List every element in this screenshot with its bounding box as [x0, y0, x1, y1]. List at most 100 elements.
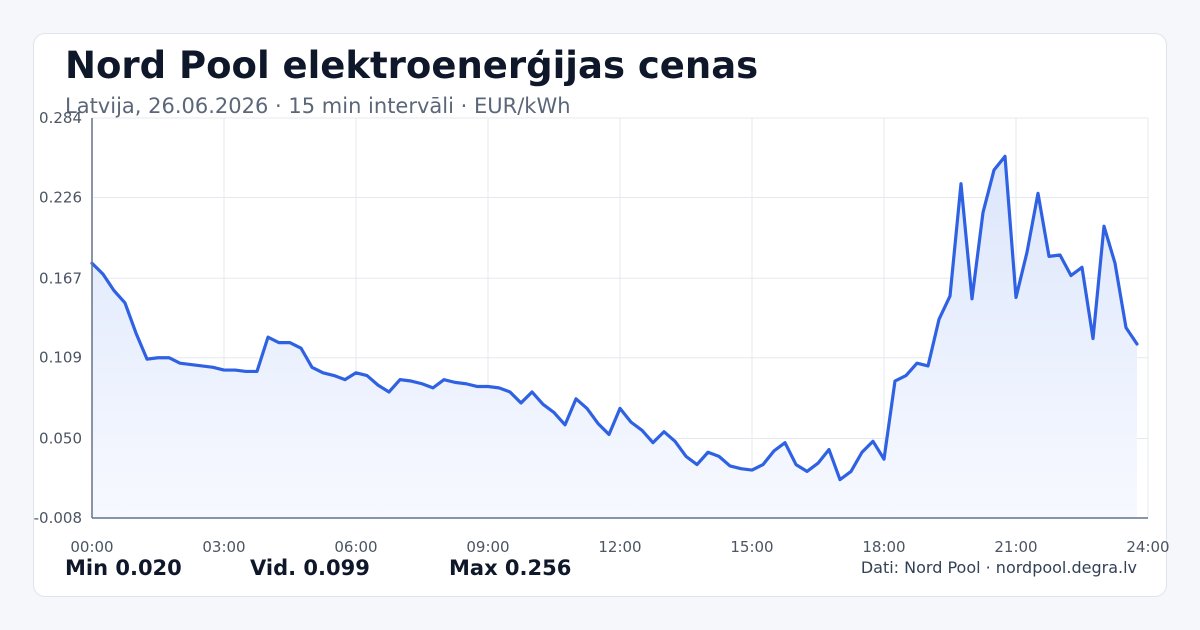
x-tick-label: 03:00	[202, 538, 245, 556]
data-point	[773, 450, 775, 452]
data-point	[256, 370, 258, 372]
data-point	[553, 412, 555, 414]
axes	[91, 118, 1148, 519]
data-point	[476, 385, 478, 387]
data-point	[993, 169, 995, 171]
data-point	[542, 403, 544, 405]
data-point	[729, 465, 731, 467]
data-point	[795, 464, 797, 466]
tick-labels: 0.284 0.226 0.167 0.109 0.050 -0.008 00:00 03:0…	[34, 109, 1170, 556]
data-point	[883, 458, 885, 460]
data-point	[388, 391, 390, 393]
data-point	[971, 298, 973, 300]
data-point	[828, 449, 830, 451]
data-point	[1103, 225, 1105, 227]
data-point	[1004, 155, 1006, 157]
data-point	[916, 362, 918, 364]
data-point	[894, 380, 896, 382]
x-tick-label: 18:00	[862, 538, 905, 556]
data-point	[685, 455, 687, 457]
data-point	[1059, 254, 1061, 256]
data-point	[1037, 192, 1039, 194]
data-point	[707, 451, 709, 453]
data-point	[366, 375, 368, 377]
data-point	[377, 384, 379, 386]
x-tick-label: 15:00	[730, 538, 773, 556]
data-point	[1026, 251, 1028, 253]
data-point	[487, 385, 489, 387]
page-title: Nord Pool elektroenerģijas cenas	[65, 44, 759, 87]
data-point	[300, 347, 302, 349]
data-source: Dati: Nord Pool · nordpool.degra.lv	[860, 558, 1137, 577]
data-point	[674, 440, 676, 442]
data-point	[1114, 262, 1116, 264]
data-point	[575, 398, 577, 400]
data-point	[850, 470, 852, 472]
x-tick-label: 24:00	[1126, 538, 1169, 556]
data-point	[872, 440, 874, 442]
data-point	[619, 407, 621, 409]
x-tick-label: 12:00	[598, 538, 641, 556]
data-point	[311, 366, 313, 368]
data-point	[509, 391, 511, 393]
data-point	[289, 342, 291, 344]
x-tick-label: 09:00	[466, 538, 509, 556]
price-area	[92, 156, 1137, 519]
data-point	[1081, 266, 1083, 268]
stat-min: Min 0.020	[65, 556, 182, 580]
data-point	[531, 391, 533, 393]
y-tick-label: 0.109	[39, 349, 82, 367]
data-point	[520, 402, 522, 404]
data-point	[443, 379, 445, 381]
data-point	[751, 469, 753, 471]
data-point	[146, 358, 148, 360]
data-point	[278, 342, 280, 344]
data-point	[608, 433, 610, 435]
data-point	[905, 375, 907, 377]
data-point	[410, 380, 412, 382]
data-point	[597, 422, 599, 424]
data-point	[245, 370, 247, 372]
data-point	[1136, 343, 1138, 345]
data-point	[421, 383, 423, 385]
data-point	[234, 369, 236, 371]
data-point	[124, 302, 126, 304]
data-point	[223, 369, 225, 371]
data-point	[564, 424, 566, 426]
data-point	[718, 455, 720, 457]
stat-avg: Vid. 0.099	[250, 556, 370, 580]
data-point	[322, 372, 324, 374]
data-point	[927, 365, 929, 367]
data-point	[861, 451, 863, 453]
price-line	[90, 154, 1139, 482]
data-point	[1125, 327, 1127, 329]
data-point	[784, 442, 786, 444]
data-point	[630, 421, 632, 423]
data-point	[1070, 275, 1072, 277]
y-tick-label: 0.050	[39, 430, 82, 448]
y-tick-label: -0.008	[34, 509, 82, 527]
data-point	[454, 381, 456, 383]
data-point	[696, 464, 698, 466]
data-point	[157, 357, 159, 359]
data-point	[839, 479, 841, 481]
y-tick-label: 0.284	[39, 109, 82, 127]
data-point	[179, 362, 181, 364]
data-point	[586, 407, 588, 409]
data-point	[652, 442, 654, 444]
data-point	[432, 387, 434, 389]
data-point	[102, 273, 104, 275]
data-point	[938, 318, 940, 320]
data-point	[982, 212, 984, 214]
stat-max: Max 0.256	[449, 556, 572, 580]
data-point	[344, 379, 346, 381]
data-point	[498, 387, 500, 389]
data-point	[267, 336, 269, 338]
data-point	[817, 462, 819, 464]
data-point	[212, 366, 214, 368]
data-point	[333, 375, 335, 377]
data-point	[1048, 255, 1050, 257]
data-point	[806, 470, 808, 472]
data-point	[960, 183, 962, 185]
